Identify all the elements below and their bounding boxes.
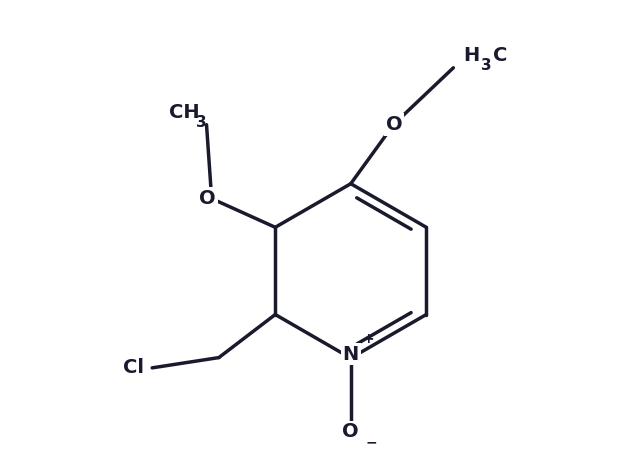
Text: +: + bbox=[362, 332, 374, 345]
Text: 3: 3 bbox=[196, 115, 207, 130]
Text: C: C bbox=[493, 46, 508, 65]
Text: O: O bbox=[199, 189, 216, 208]
Text: H: H bbox=[464, 46, 480, 65]
Text: O: O bbox=[342, 423, 359, 441]
Text: CH: CH bbox=[168, 103, 199, 122]
Text: −: − bbox=[365, 435, 377, 449]
Text: N: N bbox=[342, 345, 359, 363]
Text: O: O bbox=[385, 115, 402, 133]
Text: Cl: Cl bbox=[123, 358, 144, 377]
Text: 3: 3 bbox=[481, 58, 492, 73]
